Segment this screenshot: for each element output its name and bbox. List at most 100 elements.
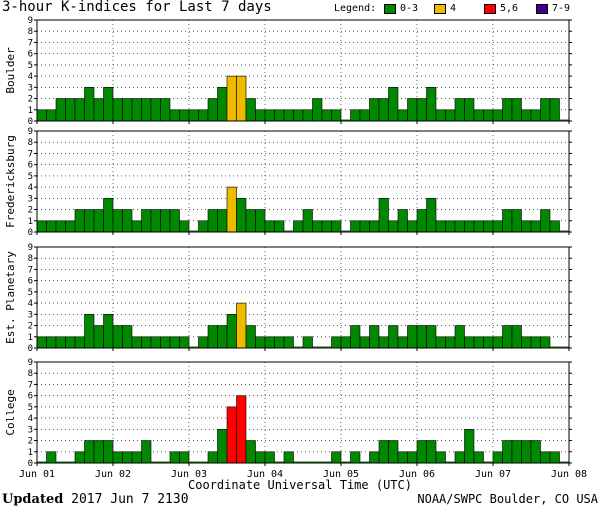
x-tick-label: Jun 03 <box>171 469 207 480</box>
kindex-bar <box>426 440 437 464</box>
kindex-bar <box>74 98 85 122</box>
kindex-bar <box>426 87 437 122</box>
y-tick-label: 9 <box>28 243 33 253</box>
kindex-bar <box>473 109 484 122</box>
y-tick-label: 1 <box>28 106 33 116</box>
y-tick-label: 4 <box>28 299 33 309</box>
kindex-bar <box>473 451 484 464</box>
updated-time: 2017 Jun 7 2130 <box>71 492 189 507</box>
kindex-bar <box>416 440 427 464</box>
kindex-bar <box>540 451 551 464</box>
kindex-bar <box>245 98 256 122</box>
kindex-bar <box>435 109 446 122</box>
kindex-bar <box>150 336 161 349</box>
x-axis-title: Coordinate Universal Time (UTC) <box>188 478 412 492</box>
panel-frame <box>36 19 570 122</box>
y-tick-label: 2 <box>28 95 33 105</box>
x-tick-label: Jun 08 <box>551 469 587 480</box>
panel-frame <box>36 361 570 464</box>
kindex-bar <box>255 109 266 122</box>
updated-label: Updated <box>2 492 64 507</box>
kindex-bar <box>521 440 532 464</box>
kindex-bar <box>46 451 57 464</box>
kindex-bar <box>264 220 275 233</box>
panel-name-label: Boulder <box>4 47 17 94</box>
kindex-bar <box>302 336 313 349</box>
kindex-bar <box>293 109 304 122</box>
y-tick-label: 0 <box>28 459 33 469</box>
kindex-bar <box>502 98 513 122</box>
k-index-chart: 0123456789Boulder0123456789Fredericksbur… <box>4 16 587 480</box>
kindex-bar <box>217 87 228 122</box>
kindex-bar <box>502 325 513 349</box>
kindex-bar <box>473 220 484 233</box>
y-tick-label: 8 <box>28 27 33 37</box>
legend-swatch-5-6 <box>484 4 496 14</box>
kindex-bar <box>359 336 370 349</box>
kindex-bar <box>521 109 532 122</box>
kindex-bar <box>207 209 218 233</box>
kindex-bar <box>511 98 522 122</box>
kindex-bar <box>388 87 399 122</box>
y-tick-label: 9 <box>28 16 33 26</box>
y-tick-label: 0 <box>28 117 33 127</box>
kindex-bar <box>103 314 114 349</box>
kindex-bar <box>112 98 123 122</box>
kindex-bar <box>46 109 57 122</box>
legend-swatch-4 <box>434 4 446 14</box>
kindex-bar <box>122 325 133 349</box>
kindex-bar <box>84 440 95 464</box>
x-tick-label: Jun 07 <box>475 469 511 480</box>
kindex-bar <box>464 220 475 233</box>
kindex-bar <box>255 209 266 233</box>
kindex-bar <box>169 109 180 122</box>
kindex-bar <box>312 220 323 233</box>
x-tick-label: Jun 05 <box>323 469 359 480</box>
y-tick-label: 8 <box>28 254 33 264</box>
kindex-bar <box>112 451 123 464</box>
y-tick-label: 7 <box>28 380 33 390</box>
credit-line: NOAA/SWPC Boulder, CO USA <box>417 492 598 506</box>
panel-background <box>37 362 569 463</box>
kindex-bar <box>483 220 494 233</box>
panel-name-label: College <box>4 389 17 435</box>
kindex-bar <box>255 336 266 349</box>
kindex-bar <box>464 429 475 464</box>
kindex-bar <box>511 440 522 464</box>
kindex-bar <box>217 429 228 464</box>
kindex-bar <box>416 98 427 122</box>
kindex-bar <box>359 220 370 233</box>
panel-frame <box>36 246 570 349</box>
kindex-bar <box>93 440 104 464</box>
kindex-bar <box>369 220 380 233</box>
kindex-bar <box>46 220 57 233</box>
kindex-bar <box>274 220 285 233</box>
kindex-bar <box>350 325 361 349</box>
kindex-bar <box>530 336 541 349</box>
kindex-bar <box>549 220 560 233</box>
kindex-bar <box>369 325 380 349</box>
kindex-bar <box>131 220 142 233</box>
kindex-bar <box>530 220 541 233</box>
kindex-bar <box>435 336 446 349</box>
kindex-bar <box>36 109 47 122</box>
y-tick-label: 3 <box>28 83 33 93</box>
kindex-bar <box>369 98 380 122</box>
kindex-bar <box>84 209 95 233</box>
kindex-bar <box>141 209 152 233</box>
kindex-bar <box>274 336 285 349</box>
kindex-bar <box>65 98 76 122</box>
y-tick-label: 6 <box>28 50 33 60</box>
kindex-bar <box>435 451 446 464</box>
kindex-bar <box>236 75 247 122</box>
kindex-bar <box>454 325 465 349</box>
kindex-bar <box>416 209 427 233</box>
kindex-bar <box>131 336 142 349</box>
kindex-bar <box>397 209 408 233</box>
kindex-bar <box>36 336 47 349</box>
kindex-bar <box>207 325 218 349</box>
kindex-bar <box>416 325 427 349</box>
y-tick-label: 1 <box>28 448 33 458</box>
y-tick-label: 8 <box>28 138 33 148</box>
kindex-bar <box>464 98 475 122</box>
